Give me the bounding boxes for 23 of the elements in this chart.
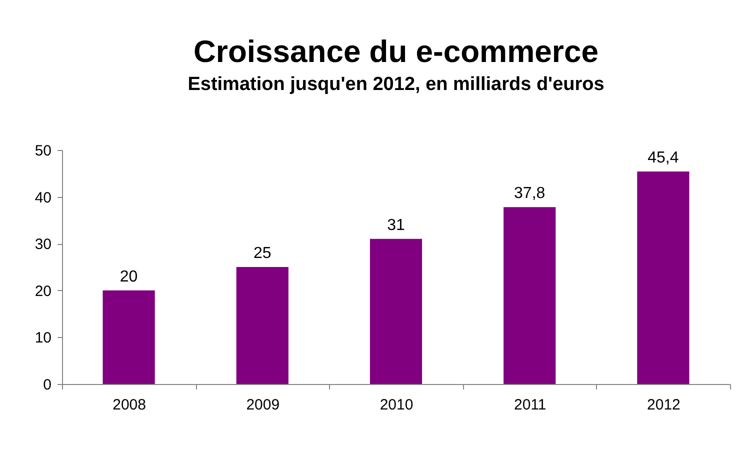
bar	[637, 172, 690, 384]
y-tick-label: 10	[34, 330, 52, 347]
bar	[504, 207, 556, 384]
chart-title: Croissance du e-commerce	[194, 34, 598, 69]
data-label: 25	[254, 245, 272, 262]
bar	[370, 238, 422, 384]
y-tick-label: 30	[34, 236, 52, 254]
x-tick-label: 2009	[246, 396, 280, 414]
x-tick-label: 2010	[380, 396, 414, 414]
y-tick-label: 20	[34, 282, 52, 300]
bar	[102, 290, 155, 384]
chart-subtitle: Estimation jusqu'en 2012, en milliards d'euros	[188, 74, 604, 95]
x-tick-label: 2011	[514, 396, 546, 414]
data-label: 37,8	[514, 185, 546, 202]
y-tick-label: 0	[43, 376, 52, 394]
y-tick-label: 40	[34, 189, 52, 206]
bar	[236, 267, 288, 384]
x-tick-label: 2012	[647, 396, 680, 414]
y-tick-label: 50	[34, 142, 52, 160]
data-label: 45,4	[648, 150, 679, 167]
x-tick-label: 2008	[112, 396, 146, 414]
data-label: 20	[120, 268, 138, 286]
data-label: 31	[387, 216, 405, 234]
